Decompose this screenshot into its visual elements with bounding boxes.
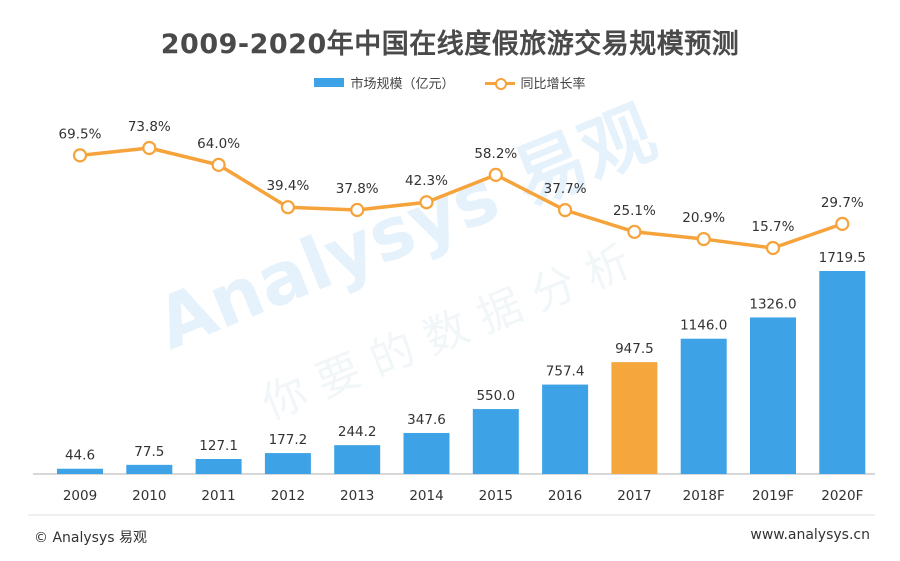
legend-label-bar: 市场规模（亿元） [350,77,455,92]
bar-2014 [403,432,450,474]
bar-value-label: 757.4 [546,364,585,380]
bar-value-label: 44.6 [65,448,95,464]
legend-swatch-line [484,77,515,90]
x-tick-label: 2014 [409,488,443,504]
chart-title: 2009-2020年中国在线度假旅游交易规模预测 [160,29,740,60]
bar-value-label: 77.5 [134,444,164,460]
bar-value-label: 127.1 [199,438,238,454]
growth-point-2010 [142,140,157,156]
growth-point-2017 [627,224,642,239]
x-tick-label: 2010 [132,488,166,504]
x-tick-label: 2017 [617,488,651,504]
bar-2015 [472,409,519,474]
x-tick-label: 2011 [201,488,235,504]
bar-value-label: 244.2 [338,424,377,440]
bar-2019F [750,317,796,474]
legend: 市场规模（亿元） 同比增长率 [0,73,900,92]
bar-value-label: 1146.0 [680,318,727,334]
x-tick-label: 2019F [752,488,794,504]
x-tick-label: 2018F [683,488,725,504]
bar-value-label: 947.5 [615,341,654,357]
growth-value-label: 39.4% [266,178,309,194]
growth-value-label: 15.7% [752,219,795,235]
x-tick-label: 2009 [63,488,97,504]
bar-2017 [611,362,658,474]
growth-value-label: 20.9% [682,210,725,226]
bar-value-label: 550.0 [476,388,515,404]
growth-value-label: 29.7% [821,195,864,211]
bar-2020F [819,271,866,474]
growth-point-2011 [211,157,226,172]
x-tick-group: 2009 2010 2011 2012 2013 2014 2015 2016 2017 2018… [63,488,864,504]
growth-point-2012 [280,200,295,215]
growth-value-label: 37.8% [336,181,379,197]
bar-2009 [57,468,103,474]
growth-line [79,146,843,250]
growth-point-2014 [419,195,434,210]
x-tick-label: 2012 [271,488,305,504]
bar-value-label: 1326.0 [749,296,796,312]
bar-2013 [334,445,381,474]
growth-point-2016 [557,203,573,218]
bar-2018F [680,338,727,474]
growth-value-label: 42.3% [405,173,448,189]
legend-label-line: 同比增长率 [520,77,586,92]
x-tick-label: 2016 [548,488,582,504]
bar-2012 [264,453,311,474]
legend-item-bar: 市场规模（亿元） [314,73,455,92]
bar-group [57,271,866,474]
bar-value-label: 177.2 [269,432,308,448]
growth-point-2018F [696,231,711,247]
growth-value-label: 58.2% [474,146,517,162]
legend-swatch-bar [314,78,345,87]
x-tick-label: 2013 [340,488,374,504]
line-label-group: 69.5% 73.8% 64.0% 39.4% 37.8% 42.3% 58.2% 37.7%… [59,119,864,235]
bar-2010 [126,464,173,474]
growth-value-label: 64.0% [197,136,240,152]
footer-website: www.analysys.cn [750,527,870,543]
line-group [72,140,850,256]
growth-point-2019F [765,240,781,256]
bar-2016 [542,384,589,474]
growth-point-2013 [350,202,365,218]
growth-value-label: 73.8% [128,119,171,135]
x-tick-label: 2015 [479,488,513,504]
growth-point-2020F [835,216,850,232]
bar-2011 [195,458,242,474]
legend-item-line: 同比增长率 [484,73,586,92]
bar-label-group: 44.6 77.5 127.1 177.2 244.2 347.6 550.0 757.4 94… [65,250,866,464]
growth-value-label: 25.1% [613,203,656,219]
bar-value-label: 1719.5 [819,250,866,266]
bar-value-label: 347.6 [407,412,446,428]
growth-value-label: 37.7% [544,181,587,197]
footer-copyright: © Analysys 易观 [34,530,147,546]
x-tick-label: 2020F [821,488,863,504]
growth-value-label: 69.5% [59,126,102,142]
growth-point-2015 [488,167,503,182]
growth-point-2009 [72,148,88,163]
